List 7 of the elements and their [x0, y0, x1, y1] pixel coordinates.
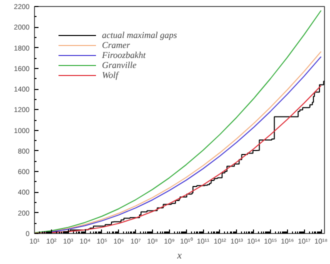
legend-label: Wolf	[102, 70, 120, 80]
line-series	[34, 10, 322, 234]
legend-label: Cramer	[102, 40, 130, 50]
legend-label: Granville	[102, 60, 136, 70]
x-axis-title: x	[176, 250, 182, 262]
legend-label: Firoozbakht	[102, 50, 146, 60]
legend-label: actual maximal gaps	[102, 30, 177, 40]
